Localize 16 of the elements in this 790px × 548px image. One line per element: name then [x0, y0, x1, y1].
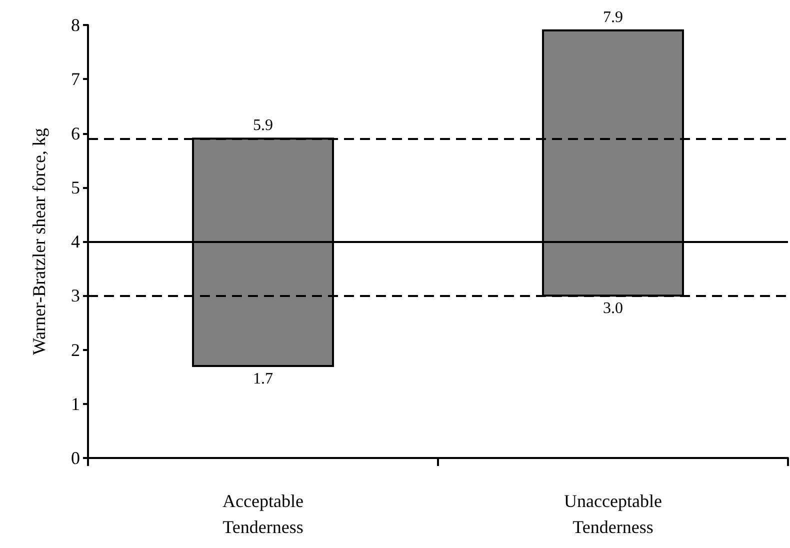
y-tick-label: 4: [71, 232, 80, 252]
y-tick-label: 7: [71, 69, 80, 90]
annotation: 1.7: [253, 370, 273, 388]
y-tick-label: 6: [71, 123, 80, 144]
x-tick-label: Acceptable Tenderness: [222, 491, 304, 537]
y-tick-label: 0: [71, 448, 80, 468]
y-axis-title: Warner-Bratzler shear force, kg: [29, 128, 49, 356]
x-tick-label: Unacceptable Tenderness: [564, 491, 662, 537]
y-tick-label: 1: [71, 394, 80, 414]
y-tick-label: 2: [71, 340, 80, 360]
annotation: 7.9: [603, 8, 623, 26]
y-tick-label: 3: [71, 286, 80, 306]
y-tick-label: 5: [71, 177, 80, 198]
y-tick-label: 8: [71, 15, 80, 35]
annotation: 5.9: [253, 117, 273, 134]
annotation: 3.0: [603, 300, 623, 318]
